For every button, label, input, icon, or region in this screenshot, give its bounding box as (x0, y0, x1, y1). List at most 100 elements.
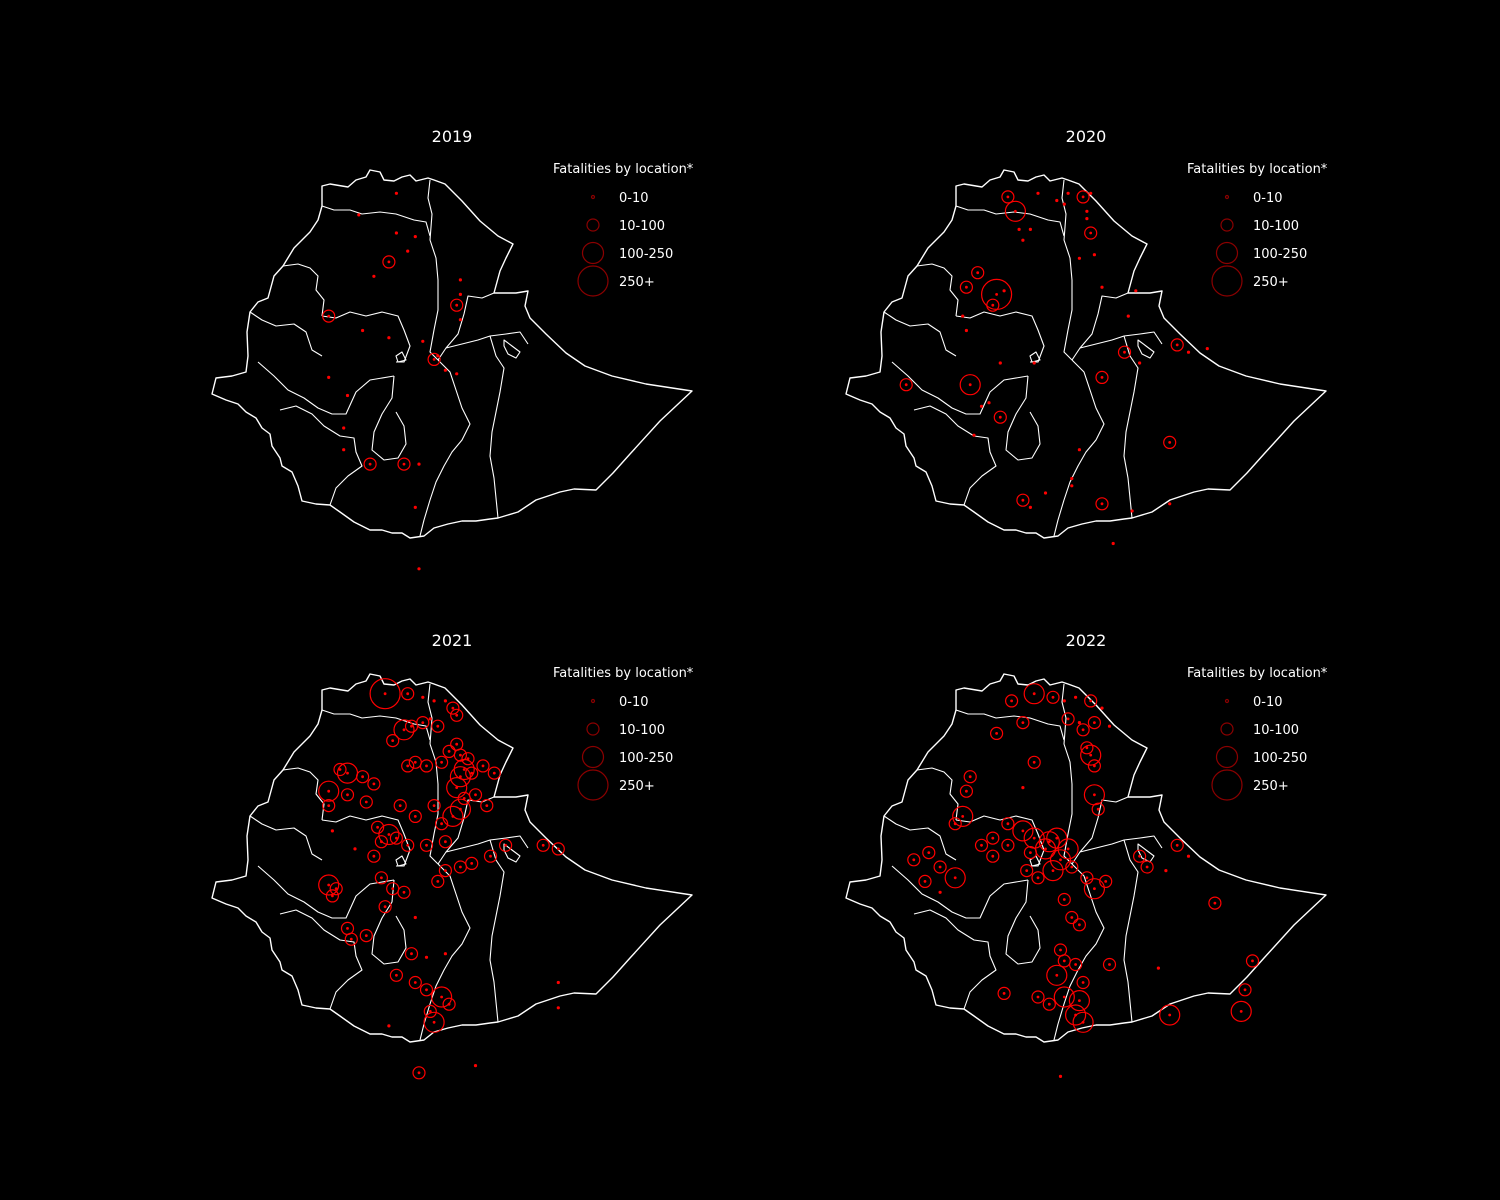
fatality-marker-center (1175, 343, 1179, 347)
fatality-marker (458, 278, 462, 282)
region-boundary (257, 865, 395, 919)
fatality-marker (1055, 198, 1059, 203)
fatality-marker-center (425, 843, 428, 847)
fatality-marker (413, 915, 417, 920)
region-boundary (1137, 843, 1155, 863)
legend: Fatalities by location* 0-10 10-100 100-250… (1187, 162, 1328, 297)
fatality-marker (443, 699, 447, 703)
region-boundary (1061, 683, 1073, 865)
fatality-marker-center (331, 894, 334, 898)
fatality-marker (1027, 755, 1041, 769)
fatality-marker (427, 352, 441, 366)
legend-label: 10-100 (619, 219, 665, 234)
region-boundary (883, 311, 957, 357)
fatality-marker (1020, 864, 1034, 878)
fatality-marker (1032, 361, 1036, 365)
region-boundary (1071, 331, 1163, 361)
fatality-marker (1042, 997, 1056, 1011)
fatality-marker (1023, 683, 1045, 705)
fatality-marker (393, 799, 407, 813)
region-boundary (1123, 335, 1139, 519)
fatality-marker-center (327, 804, 331, 807)
region-boundary (1071, 835, 1163, 865)
fatality-marker (1053, 986, 1075, 1008)
fatality-marker (974, 838, 989, 852)
fatality-marker-center (1021, 721, 1025, 724)
fatality-marker (1238, 983, 1252, 997)
legend-title: Fatalities by location* (1187, 666, 1328, 681)
legend-marker (586, 218, 600, 232)
fatality-marker-center (1062, 959, 1066, 963)
fatality-marker (1046, 827, 1068, 849)
fatality-marker-center (383, 692, 387, 696)
fatality-marker (952, 805, 974, 827)
fatality-marker (1016, 716, 1030, 730)
fatality-marker (330, 829, 334, 833)
fatality-marker (1130, 509, 1134, 513)
fatality-marker-center (961, 815, 965, 818)
fatality-marker (480, 799, 494, 813)
fatality-marker (1074, 695, 1078, 699)
fatality-marker (499, 838, 513, 852)
fatality-marker (342, 448, 346, 452)
fatality-marker-center (440, 822, 443, 826)
fatality-marker-center (1062, 898, 1066, 901)
fatality-marker (1230, 1000, 1252, 1022)
fatality-marker-center (1032, 836, 1036, 840)
fatality-marker (979, 404, 984, 408)
fatality-marker-center (459, 865, 462, 869)
region-boundary (321, 205, 431, 237)
region-boundary (437, 835, 529, 865)
fatality-marker (359, 795, 373, 809)
fatality-marker (461, 752, 475, 766)
region-boundary (279, 909, 363, 1010)
fatality-marker (353, 847, 357, 851)
fatality-marker (1023, 846, 1037, 860)
fatality-marker (1087, 716, 1101, 730)
fatality-marker (556, 1006, 560, 1010)
fatality-marker (1049, 849, 1072, 871)
region-boundary (419, 863, 471, 1041)
panel-title: 2021 (432, 631, 473, 650)
fatality-marker (342, 426, 346, 430)
fatality-marker (438, 864, 452, 878)
fatality-marker (419, 983, 434, 997)
fatality-marker (345, 393, 350, 398)
map-panel-2020: 2020 Fatalities by location* 0-10 10-100 10… (845, 127, 1328, 546)
fatality-marker-center (1078, 999, 1081, 1002)
legend-marker (581, 745, 605, 769)
fatality-marker (1057, 892, 1071, 907)
map-panel-2021: 2021 Fatalities by location* 0-10 10-100 10… (211, 631, 694, 1080)
region-boundary (321, 815, 411, 867)
fatality-marker (1016, 493, 1030, 507)
fatality-marker (1092, 253, 1096, 257)
fatality-marker-center (1081, 981, 1085, 984)
fatality-marker-center (436, 880, 440, 883)
region-boundary (249, 311, 323, 357)
fatality-marker (455, 372, 459, 376)
fatality-marker (397, 457, 411, 471)
fatality-marker (1031, 990, 1045, 1004)
country-outline (211, 673, 693, 1043)
fatality-marker-center (995, 293, 998, 296)
fatality-marker (1107, 724, 1112, 728)
legend-label: 100-250 (1253, 247, 1307, 262)
region-boundary (1053, 359, 1105, 537)
fatality-marker (1170, 838, 1184, 852)
fatality-marker-center (425, 764, 428, 768)
fatality-marker (959, 280, 973, 294)
fatality-marker (404, 719, 419, 733)
fatality-marker-center (380, 876, 383, 880)
fatality-marker-center (459, 753, 462, 757)
fatality-marker (465, 856, 479, 870)
fatality-marker-center (368, 462, 372, 466)
fatality-marker-center (953, 876, 957, 880)
fatality-marker-center (1243, 988, 1247, 992)
fatality-marker-center (349, 937, 353, 941)
fatality-marker-center (927, 851, 931, 854)
fatality-marker-center (980, 843, 983, 847)
fatality-marker (318, 874, 340, 896)
fatality-marker (389, 968, 403, 982)
fatality-marker (899, 378, 913, 392)
fatality-marker (907, 853, 921, 867)
